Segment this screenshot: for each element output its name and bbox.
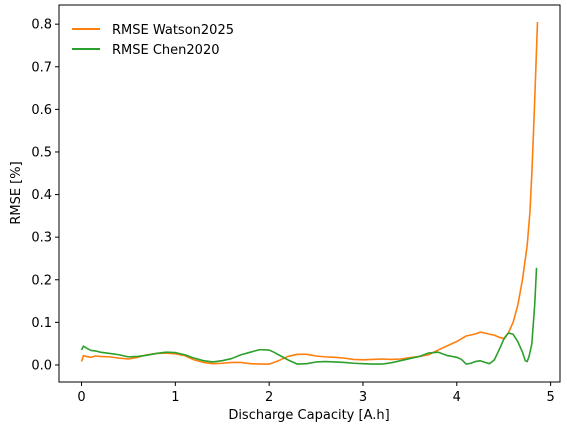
y-axis-ticks: 0.0 0.1 0.2 0.3 0.4 0.5 0.6 0.7 0.8	[31, 18, 59, 373]
y-tick-label: 0.0	[31, 358, 52, 373]
legend: RMSE Watson2025 RMSE Chen2020	[72, 23, 234, 58]
legend-label-chen2020: RMSE Chen2020	[112, 43, 220, 58]
series-line-rmse-chen2020	[80, 267, 538, 365]
y-tick-label: 0.2	[31, 273, 52, 288]
y-tick-label: 0.8	[31, 18, 52, 33]
y-tick-label: 0.6	[31, 103, 52, 118]
x-tick-label: 3	[359, 390, 367, 405]
y-tick-label: 0.3	[31, 231, 52, 246]
legend-label-watson2025: RMSE Watson2025	[112, 23, 234, 38]
y-tick-label: 0.5	[31, 145, 52, 160]
x-axis-label: Discharge Capacity [A.h]	[228, 408, 389, 423]
y-tick-label: 0.7	[31, 60, 52, 75]
plot-area	[59, 5, 560, 382]
y-tick-label: 0.4	[31, 188, 52, 203]
x-tick-label: 4	[453, 390, 461, 405]
x-tick-label: 0	[77, 390, 85, 405]
y-tick-label: 0.1	[31, 316, 52, 331]
plot-frame	[58, 4, 561, 383]
x-tick-label: 2	[265, 390, 273, 405]
series-layer	[80, 22, 539, 365]
x-tick-label: 5	[546, 390, 554, 405]
x-axis-ticks: 0 1 2 3 4 5	[77, 382, 555, 405]
y-axis-label: RMSE [%]	[9, 161, 24, 224]
x-tick-label: 1	[171, 390, 179, 405]
